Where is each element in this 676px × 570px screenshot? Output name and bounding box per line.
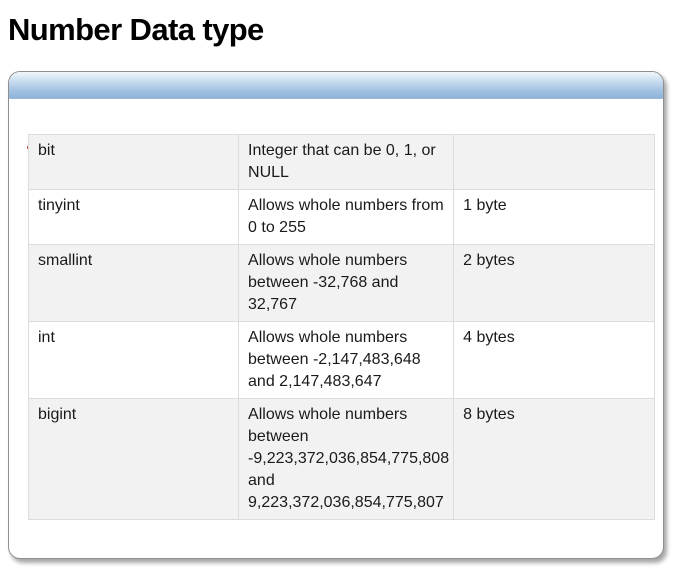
- description-cell: Allows whole numbers between -32,768 and…: [238, 244, 455, 322]
- description-cell: Allows whole numbers between -9,223,372,…: [238, 398, 455, 520]
- type-cell: bit: [27, 134, 240, 190]
- panel-header-bar: [9, 72, 663, 99]
- description-cell: Allows whole numbers between -2,147,483,…: [238, 321, 455, 399]
- type-cell: smallint: [27, 244, 240, 322]
- data-type-table: bit Integer that can be 0, 1, or NULL ti…: [27, 134, 655, 520]
- type-cell: int: [27, 321, 240, 399]
- table-row: bigint Allows whole numbers between -9,2…: [27, 398, 655, 520]
- description-cell: Integer that can be 0, 1, or NULL: [238, 134, 455, 190]
- storage-cell: 4 bytes: [453, 321, 655, 399]
- storage-cell: [453, 134, 655, 190]
- table-row: bit Integer that can be 0, 1, or NULL: [27, 134, 655, 190]
- type-cell: bigint: [27, 398, 240, 520]
- storage-cell: 8 bytes: [453, 398, 655, 520]
- type-cell: tinyint: [27, 189, 240, 245]
- table-row: int Allows whole numbers between -2,147,…: [27, 321, 655, 399]
- description-cell: Allows whole numbers from 0 to 255: [238, 189, 455, 245]
- page-title: Number Data type: [8, 12, 264, 47]
- storage-cell: 1 byte: [453, 189, 655, 245]
- table-row: smallint Allows whole numbers between -3…: [27, 244, 655, 322]
- storage-cell: 2 bytes: [453, 244, 655, 322]
- table-row: tinyint Allows whole numbers from 0 to 2…: [27, 189, 655, 245]
